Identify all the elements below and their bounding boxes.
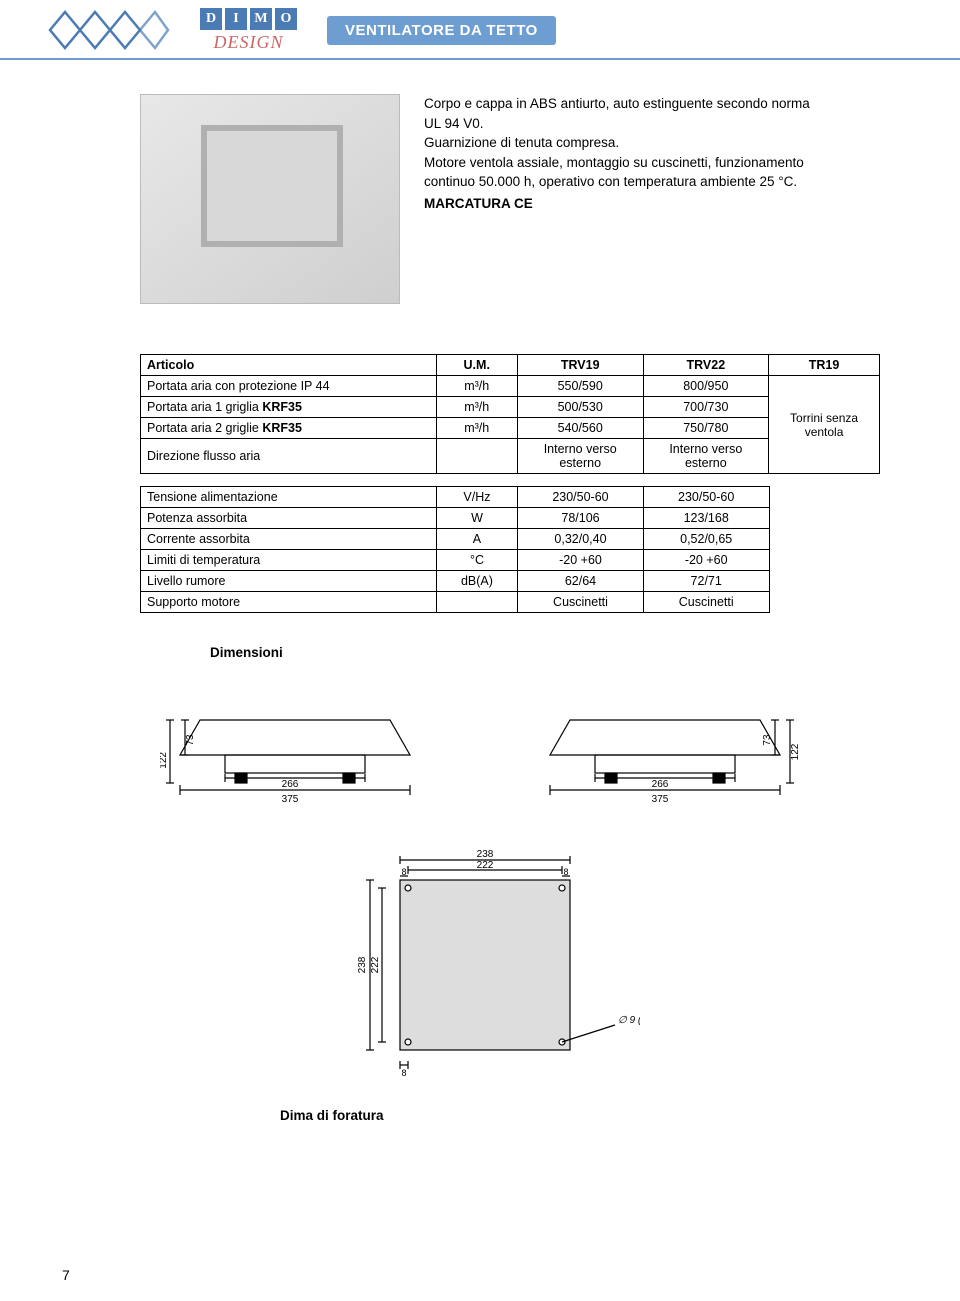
cell-um	[436, 592, 517, 613]
cell-label: Potenza assorbita	[141, 508, 437, 529]
svg-text:122: 122	[790, 743, 800, 760]
svg-text:222: 222	[370, 956, 381, 973]
svg-text:∅ 9 (4x): ∅ 9 (4x)	[618, 1015, 640, 1026]
cell-value: Cuscinetti	[643, 592, 769, 613]
dimo-letter: I	[225, 8, 247, 30]
cell-value: -20 +60	[518, 550, 644, 571]
cell-value: 0,32/0,40	[518, 529, 644, 550]
svg-text:375: 375	[282, 794, 299, 805]
cell-value: 800/950	[643, 376, 769, 397]
spec-table-2: Tensione alimentazione V/Hz 230/50-60 23…	[140, 486, 880, 613]
cell-value: 500/530	[517, 397, 643, 418]
svg-text:8: 8	[401, 1068, 406, 1078]
cell-um: A	[436, 529, 517, 550]
cell-um: °C	[436, 550, 517, 571]
cell-um: m³/h	[436, 397, 517, 418]
cell-um	[436, 439, 517, 474]
cell-value: 750/780	[643, 418, 769, 439]
col-header: TR19	[769, 355, 880, 376]
svg-text:73: 73	[762, 734, 773, 746]
dimo-logo: D I M O DESIGN	[200, 8, 297, 53]
cell-value: 550/590	[517, 376, 643, 397]
dimensions-heading: Dimensioni	[0, 645, 960, 660]
cell-note: Torrini senza ventola	[769, 376, 880, 474]
cell-value: 700/730	[643, 397, 769, 418]
svg-text:238: 238	[357, 956, 368, 973]
col-header: TRV19	[517, 355, 643, 376]
col-header: TRV22	[643, 355, 769, 376]
cell-label: Direzione flusso aria	[141, 439, 437, 474]
svg-text:238: 238	[477, 849, 494, 860]
cell-value: 230/50-60	[643, 487, 769, 508]
cell-label: Supporto motore	[141, 592, 437, 613]
table-row: Tensione alimentazione V/Hz 230/50-60 23…	[141, 487, 881, 508]
cell-label: Portata aria 1 griglia KRF35	[141, 397, 437, 418]
page-number: 7	[62, 1267, 70, 1283]
product-description: Corpo e cappa in ABS antiurto, auto esti…	[424, 94, 824, 213]
desc-line: Motore ventola assiale, montaggio su cus…	[424, 153, 824, 192]
svg-text:8: 8	[563, 867, 568, 877]
header-divider	[0, 58, 960, 60]
svg-text:222: 222	[477, 860, 494, 871]
svg-text:375: 375	[652, 794, 669, 805]
svg-text:73: 73	[185, 734, 196, 746]
svg-text:266: 266	[652, 779, 669, 790]
product-image	[140, 94, 400, 304]
empty-cell	[769, 487, 880, 613]
svg-text:266: 266	[282, 779, 299, 790]
cell-label: Portata aria 2 griglie KRF35	[141, 418, 437, 439]
cell-value: 78/106	[518, 508, 644, 529]
page-title: VENTILATORE DA TETTO	[327, 16, 556, 45]
cell-value: 0,52/0,65	[643, 529, 769, 550]
table-header-row: Articolo U.M. TRV19 TRV22 TR19	[141, 355, 880, 376]
cell-label: Portata aria con protezione IP 44	[141, 376, 437, 397]
cell-value: Interno verso esterno	[643, 439, 769, 474]
cell-value: -20 +60	[643, 550, 769, 571]
cell-um: dB(A)	[436, 571, 517, 592]
cell-um: m³/h	[436, 376, 517, 397]
cell-label: Livello rumore	[141, 571, 437, 592]
logo-diamonds	[40, 6, 170, 54]
cell-um: m³/h	[436, 418, 517, 439]
cell-value: 230/50-60	[518, 487, 644, 508]
ce-marking: MARCATURA CE	[424, 194, 824, 214]
svg-text:8: 8	[401, 867, 406, 877]
side-view-drawing-right: 375 266 122 73	[530, 690, 800, 820]
cell-value: Interno verso esterno	[517, 439, 643, 474]
col-header: U.M.	[436, 355, 517, 376]
cell-value: 62/64	[518, 571, 644, 592]
table-row: Portata aria con protezione IP 44 m³/h 5…	[141, 376, 880, 397]
cell-value: 72/71	[643, 571, 769, 592]
dimo-letter: O	[275, 8, 297, 30]
dimo-letter: D	[200, 8, 222, 30]
dima-heading: Dima di foratura	[0, 1108, 960, 1123]
dimo-letter: M	[250, 8, 272, 30]
spec-table-1: Articolo U.M. TRV19 TRV22 TR19 Portata a…	[140, 354, 880, 474]
desc-line: Corpo e cappa in ABS antiurto, auto esti…	[424, 94, 824, 133]
dimo-design-text: DESIGN	[214, 32, 284, 53]
side-view-drawing-left: 375 266 122 73	[160, 690, 430, 820]
plan-view-drawing: 238 222 8 8 238 222 8 ∅ 9 (4x)	[0, 830, 960, 1090]
desc-line: Guarnizione di tenuta compresa.	[424, 133, 824, 153]
svg-text:122: 122	[160, 752, 169, 769]
cell-value: 123/168	[643, 508, 769, 529]
cell-value: 540/560	[517, 418, 643, 439]
cell-label: Limiti di temperatura	[141, 550, 437, 571]
cell-um: V/Hz	[436, 487, 517, 508]
cell-value: Cuscinetti	[518, 592, 644, 613]
cell-um: W	[436, 508, 517, 529]
cell-label: Corrente assorbita	[141, 529, 437, 550]
col-header: Articolo	[141, 355, 437, 376]
cell-label: Tensione alimentazione	[141, 487, 437, 508]
